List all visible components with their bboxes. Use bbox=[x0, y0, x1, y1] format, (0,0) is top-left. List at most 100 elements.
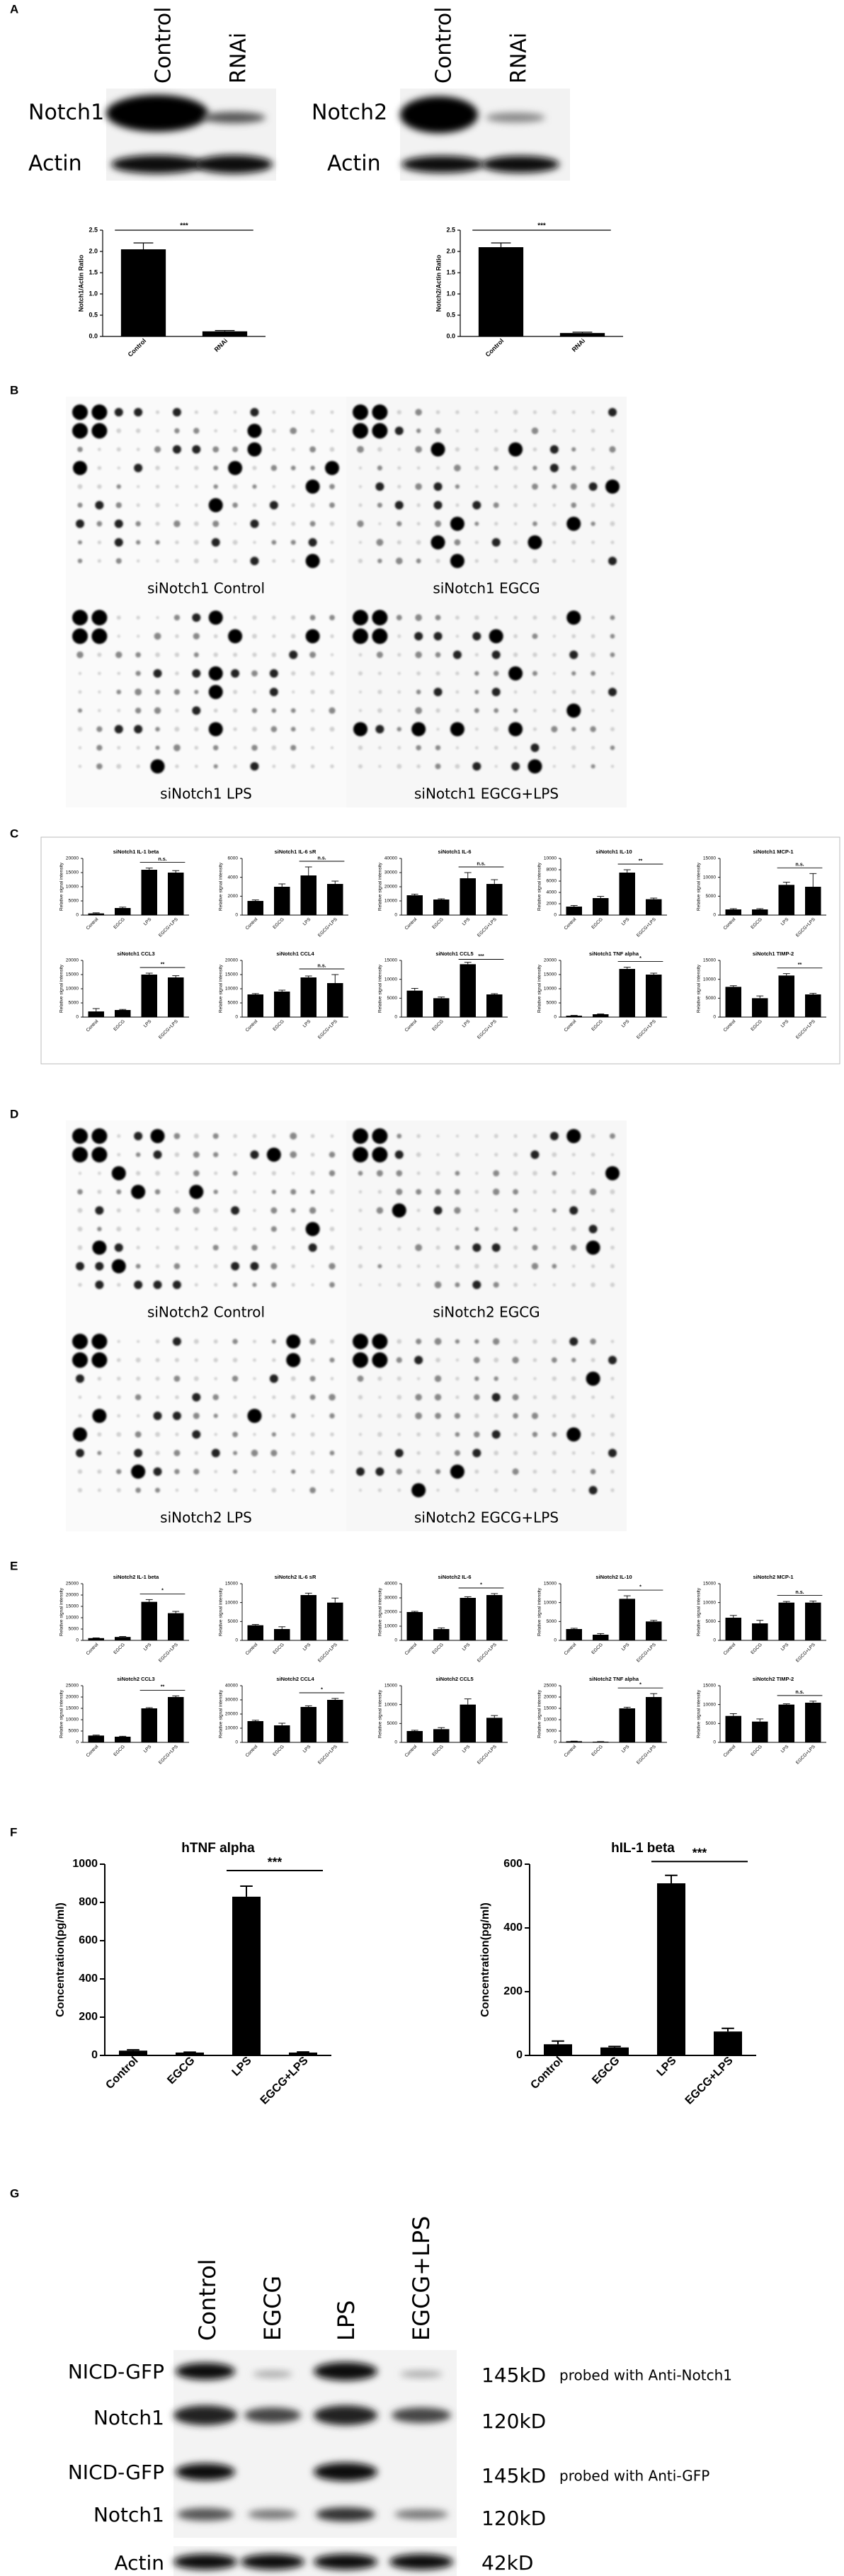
array-spot bbox=[397, 1376, 401, 1381]
array-spot bbox=[454, 1412, 461, 1419]
array-spot bbox=[78, 746, 82, 749]
array-spot bbox=[291, 1432, 295, 1436]
array-spot bbox=[552, 521, 557, 526]
array-spot bbox=[552, 409, 557, 415]
row-label: NICD-GFP bbox=[68, 2360, 164, 2383]
array-spot bbox=[434, 1375, 442, 1383]
array-spot bbox=[310, 764, 315, 768]
array-spot bbox=[155, 745, 160, 750]
array-spot bbox=[435, 410, 440, 414]
array-spot bbox=[290, 1413, 296, 1419]
array-background bbox=[66, 1120, 346, 1326]
array-spot bbox=[397, 652, 401, 657]
array-spot bbox=[115, 651, 122, 659]
array-spot bbox=[454, 1207, 461, 1214]
array-spot bbox=[551, 725, 558, 733]
array-spot bbox=[377, 1227, 382, 1231]
chart-title: siNotch1 IL-6 bbox=[438, 849, 471, 855]
array-spot bbox=[474, 1413, 479, 1419]
chart-title: siNotch2 TIMP-2 bbox=[753, 1676, 794, 1682]
array-spot bbox=[211, 538, 220, 547]
chart-title: siNotch2 MCP-1 bbox=[753, 1574, 793, 1580]
bar bbox=[566, 1016, 582, 1017]
array-spot bbox=[72, 628, 88, 645]
array-spot bbox=[377, 447, 382, 452]
array-spot bbox=[233, 764, 237, 768]
array-spot bbox=[329, 1189, 335, 1195]
array-spot bbox=[416, 1283, 421, 1287]
array-spot bbox=[474, 653, 479, 657]
array-spot bbox=[253, 1470, 256, 1474]
array-spot bbox=[377, 558, 382, 564]
array-spot bbox=[397, 1488, 401, 1492]
y-tick-label: 40000 bbox=[384, 1582, 397, 1587]
significance-label: ** bbox=[161, 1684, 165, 1690]
array-spot bbox=[311, 746, 315, 750]
array-spot bbox=[552, 1339, 557, 1344]
array-spot bbox=[494, 559, 498, 563]
array-spot bbox=[397, 690, 401, 694]
array-spot bbox=[455, 410, 460, 414]
array-spot bbox=[309, 521, 316, 527]
array-spot bbox=[493, 502, 499, 509]
chart-title: siNotch2 CCL5 bbox=[435, 1676, 473, 1682]
y-tick-label: 20000 bbox=[384, 885, 397, 890]
bar bbox=[657, 1883, 685, 2055]
array-spot bbox=[376, 538, 384, 546]
array-spot bbox=[96, 744, 103, 751]
array-spot bbox=[174, 1358, 179, 1363]
array-spot bbox=[290, 1133, 297, 1140]
array-spot bbox=[233, 727, 237, 732]
array-spot bbox=[232, 1375, 239, 1382]
array-spot bbox=[357, 1375, 364, 1382]
array-spot bbox=[353, 610, 368, 625]
array-spot bbox=[329, 689, 335, 695]
bar bbox=[646, 975, 662, 1017]
array-spot bbox=[156, 1227, 159, 1231]
array-spot bbox=[512, 1356, 519, 1363]
y-tick-label: 0 bbox=[516, 2049, 523, 2061]
array-spot bbox=[472, 1243, 481, 1252]
array-spot bbox=[291, 615, 296, 620]
array-spot bbox=[231, 669, 240, 678]
array-spot bbox=[136, 559, 140, 563]
bar bbox=[619, 873, 635, 915]
array-spot bbox=[193, 1412, 200, 1419]
array-spot bbox=[455, 1488, 460, 1492]
array-spot bbox=[474, 1469, 479, 1474]
y-tick-label: 10000 bbox=[225, 1726, 238, 1731]
array-spot bbox=[610, 633, 615, 639]
band bbox=[392, 2407, 451, 2423]
array-spot bbox=[92, 1240, 107, 1255]
significance-label: * bbox=[161, 1588, 164, 1594]
array-spot bbox=[250, 762, 259, 771]
array-spot bbox=[270, 726, 278, 732]
array-spot bbox=[397, 521, 402, 527]
array-spot bbox=[173, 1375, 181, 1382]
array-spot bbox=[435, 1245, 440, 1250]
array-spot bbox=[208, 498, 223, 513]
array-spot bbox=[213, 558, 218, 564]
bar bbox=[805, 887, 821, 915]
array-spot bbox=[377, 1488, 382, 1492]
y-tick-label: 15000 bbox=[384, 958, 397, 963]
y-tick-label: 5000 bbox=[387, 996, 398, 1001]
array-spot bbox=[571, 764, 576, 768]
array-spot bbox=[358, 1413, 363, 1419]
array-spot bbox=[95, 1206, 104, 1215]
array-spot bbox=[489, 629, 503, 644]
y-axis-label: Concentration(pg/ml) bbox=[479, 1902, 491, 2017]
array-spot bbox=[232, 1170, 238, 1176]
array-spot bbox=[173, 688, 181, 696]
array-spot bbox=[272, 1134, 276, 1138]
y-tick-label: 30000 bbox=[225, 1698, 238, 1703]
array-spot bbox=[494, 1264, 498, 1269]
array-spot bbox=[372, 1352, 388, 1368]
array-spot bbox=[491, 1243, 501, 1252]
array-spot bbox=[233, 1488, 237, 1492]
array-spot bbox=[252, 465, 257, 470]
array-spot bbox=[435, 615, 441, 620]
array-spot bbox=[174, 1469, 180, 1475]
bar bbox=[406, 990, 423, 1017]
array-spot bbox=[493, 1281, 499, 1288]
